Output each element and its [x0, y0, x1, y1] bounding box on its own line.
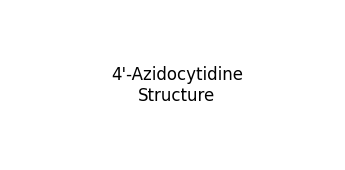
- Text: 4'-Azidocytidine
Structure: 4'-Azidocytidine Structure: [111, 66, 243, 105]
